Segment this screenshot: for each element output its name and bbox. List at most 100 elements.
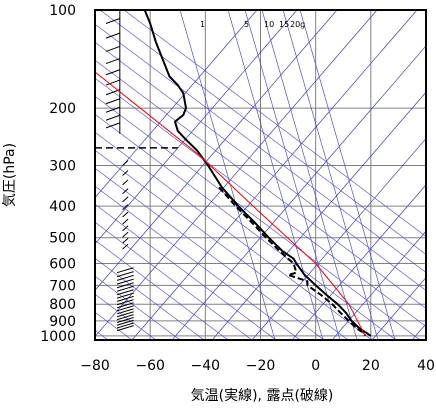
temperature-curve <box>143 10 372 337</box>
wind-barb <box>105 45 120 52</box>
wind-barb <box>116 271 134 278</box>
wind-barb <box>116 305 134 312</box>
mixing-ratio-line <box>261 10 358 340</box>
wind-barb <box>116 299 134 306</box>
dry-adiabat <box>99 10 426 255</box>
parcel-curve <box>95 71 366 337</box>
y-tick-label: 800 <box>49 297 76 313</box>
wind-barb <box>116 274 134 281</box>
wind-barb <box>122 170 129 176</box>
wind-barb <box>105 114 120 121</box>
x-tick-label: 20 <box>362 358 380 374</box>
wind-barb <box>116 295 134 302</box>
dry-adiabat <box>95 23 426 273</box>
dry-adiabat <box>95 203 277 340</box>
wind-barb <box>116 289 134 296</box>
x-tick-label: −40 <box>191 358 221 374</box>
wind-barb <box>116 282 134 289</box>
x-tick-label: −80 <box>80 358 110 374</box>
mixing-ratio-line <box>282 10 379 340</box>
wind-barb <box>116 278 134 285</box>
skewed-isotherm <box>291 184 426 340</box>
mixing-ratio-label: 1 <box>200 20 205 29</box>
skewed-isotherm <box>95 10 298 245</box>
dry-adiabat <box>95 239 229 340</box>
mixing-ratio-line <box>299 10 396 340</box>
mixing-ratio-labels: 1 5 10 15 20g <box>200 20 305 29</box>
dry-adiabat <box>95 257 205 340</box>
wind-barb <box>116 302 134 309</box>
wind-barb <box>105 122 120 129</box>
dry-adiabat <box>95 77 426 327</box>
wind-barb <box>122 243 129 250</box>
wind-barb <box>116 308 134 315</box>
y-tick-label: 400 <box>49 199 76 215</box>
wind-barb <box>116 285 134 292</box>
wind-barb <box>122 231 129 238</box>
x-tick-label: −20 <box>246 358 276 374</box>
dry-adiabat <box>95 41 426 291</box>
wind-barb <box>116 325 134 332</box>
wind-barb <box>116 311 134 318</box>
wind-barb <box>122 179 129 186</box>
skewed-isotherm <box>171 45 426 340</box>
skewed-isotherm <box>131 10 418 340</box>
wind-barb <box>105 32 120 39</box>
wind-barb <box>105 18 120 24</box>
wind-barb <box>116 319 134 326</box>
y-tick-label: 200 <box>49 101 76 117</box>
dry-adiabat <box>95 131 373 340</box>
wind-barb <box>116 292 134 299</box>
wind-barb <box>105 98 120 105</box>
wind-barb <box>116 314 134 321</box>
sounding-curves <box>95 10 372 337</box>
dry-adiabat <box>95 185 301 340</box>
wind-barb <box>122 160 129 166</box>
dewpoint-curve <box>218 186 367 337</box>
plot-frame <box>94 9 427 341</box>
y-tick-label: 500 <box>49 231 76 247</box>
x-tick-label: 0 <box>311 358 320 374</box>
wind-barb <box>122 237 129 244</box>
x-tick-label: 40 <box>417 358 435 374</box>
skewed-isotherm <box>95 10 338 291</box>
mixing-ratio-label: 10 <box>264 20 274 29</box>
dry-adiabat <box>95 221 253 340</box>
wind-barb <box>122 211 129 218</box>
mixing-ratio-line <box>179 10 276 340</box>
wind-barb <box>122 225 129 232</box>
x-tick-labels: −80 −60 −40 −20 0 20 40 <box>80 358 435 374</box>
dry-adiabat <box>123 10 426 237</box>
y-tick-label: 300 <box>49 158 76 174</box>
wind-barb <box>116 267 134 274</box>
x-axis-label: 気温(実線), 露点(破線) <box>191 388 334 404</box>
skewed-isotherm <box>95 10 258 199</box>
wind-barb <box>122 196 129 203</box>
wind-barbs <box>105 10 134 332</box>
dry-adiabat <box>95 149 349 340</box>
wind-barb <box>122 188 129 194</box>
y-tick-label: 900 <box>49 314 76 330</box>
dry-adiabat <box>95 95 421 340</box>
dry-adiabat <box>95 113 397 340</box>
dry-adiabat <box>95 167 325 340</box>
mixing-ratio-label: 20g <box>290 20 305 29</box>
plot-grid <box>95 10 426 340</box>
wind-barb <box>122 218 129 225</box>
wind-barb <box>105 58 120 65</box>
wind-barb <box>105 79 120 86</box>
dry-adiabat <box>95 59 426 309</box>
skewed-isotherm <box>95 10 378 338</box>
mixing-ratio-line <box>244 10 341 340</box>
mixing-ratio-label: 5 <box>244 20 249 29</box>
y-tick-label: 600 <box>49 257 76 273</box>
wind-barb <box>116 322 134 329</box>
y-tick-label: 700 <box>49 278 76 294</box>
y-axis-label: 気圧(hPa) <box>2 143 18 207</box>
wind-barb <box>105 69 120 76</box>
y-tick-label: 100 <box>49 3 76 19</box>
x-tick-label: −60 <box>135 358 165 374</box>
wind-barb <box>105 106 120 113</box>
